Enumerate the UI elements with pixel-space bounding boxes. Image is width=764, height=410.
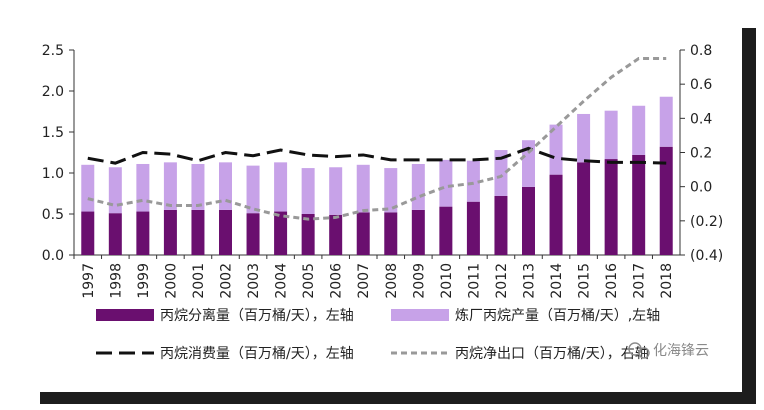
legend-label: 丙烷净出口（百万桶/天），右轴	[455, 346, 649, 362]
right-axis-tick-label: 0.2	[690, 146, 712, 162]
bar-refinery-propane	[411, 163, 425, 210]
line-propane-consumption	[87, 146, 667, 165]
x-axis-tick-label: 2014	[549, 263, 565, 299]
x-axis-tick-label: 2018	[659, 263, 675, 299]
x-axis-tick-label: 2001	[191, 263, 207, 299]
x-axis-tick-label: 2017	[632, 263, 648, 299]
left-axis-tick-label: 2.0	[42, 84, 64, 100]
x-axis-tick-label: 2005	[301, 263, 317, 299]
bar-propane-separation	[274, 211, 288, 255]
bar-refinery-propane	[81, 164, 95, 212]
bar-refinery-propane	[632, 105, 646, 155]
bar-propane-separation	[604, 159, 618, 255]
legend-label: 丙烷分离量（百万桶/天），左轴	[160, 307, 354, 324]
left-axis-tick-label: 2.5	[42, 43, 64, 59]
bar-propane-separation	[384, 212, 398, 255]
legend-swatch	[391, 309, 449, 321]
x-axis-tick-label: 2012	[494, 263, 510, 299]
bar-propane-separation	[108, 213, 122, 255]
bar-propane-separation	[81, 211, 95, 255]
bar-propane-separation	[246, 213, 260, 255]
x-axis-tick-label: 1999	[136, 263, 152, 299]
bar-refinery-propane	[604, 110, 618, 160]
bar-propane-separation	[632, 154, 646, 255]
chart: 0.0 0.5 1.0 1.5 2.0 2.5 (0.4) (0.2) 0.0 0.2 0.4 0.6…	[42, 43, 723, 362]
chart-card: 0.0 0.5 1.0 1.5 2.0 2.5 (0.4) (0.2) 0.0 0.2 0.4 0.6…	[26, 16, 742, 392]
bar-refinery-propane	[301, 168, 315, 214]
x-axis-tick-label: 2008	[384, 263, 400, 299]
bar-refinery-propane	[356, 164, 370, 213]
x-axis-tick-label: 2011	[466, 263, 482, 299]
x-axis-tick-label: 2000	[163, 263, 179, 299]
bar-propane-separation	[439, 206, 453, 255]
left-axis-tick-label: 1.0	[42, 166, 64, 182]
x-axis-tick-label: 2013	[522, 263, 538, 299]
x-axis-tick-label: 2004	[274, 263, 290, 299]
bar-refinery-propane	[136, 163, 150, 212]
bar-refinery-propane	[108, 167, 122, 214]
right-axis-tick-label: 0.8	[690, 43, 712, 59]
x-axis-tick-label: 1998	[108, 263, 124, 299]
watermark-text: 化海锋云	[653, 343, 709, 359]
bar-refinery-propane	[329, 167, 343, 215]
bar-refinery-propane	[439, 159, 453, 207]
bar-propane-separation	[549, 174, 563, 255]
bar-propane-separation	[329, 214, 343, 255]
x-axis-tick-label: 2003	[246, 263, 262, 299]
bar-propane-separation	[136, 211, 150, 255]
x-axis-tick-label: 2002	[219, 263, 235, 299]
bar-refinery-propane	[246, 165, 260, 214]
bar-refinery-propane	[522, 140, 535, 187]
bar-propane-separation	[219, 209, 232, 255]
bar-propane-separation	[659, 146, 673, 255]
right-axis-tick-label: 0.0	[690, 180, 712, 196]
bar-refinery-propane	[494, 150, 508, 196]
bar-propane-separation	[301, 214, 315, 255]
right-axis-tick-label: (0.4)	[690, 248, 723, 264]
left-axis-tick-label: 0.5	[42, 207, 64, 223]
bar-propane-separation	[494, 195, 508, 255]
wechat-icon	[628, 342, 650, 359]
bar-propane-separation	[191, 209, 205, 255]
x-axis-tick-label: 2015	[577, 263, 593, 299]
x-axis-tick-label: 2006	[329, 263, 345, 299]
right-axis-tick-label: 0.6	[690, 77, 712, 93]
right-axis-tick-label: (0.2)	[690, 214, 723, 230]
right-axis-tick-label: 0.4	[690, 111, 712, 127]
legend-label: 炼厂丙烷产量（百万桶/天）,左轴	[455, 308, 660, 324]
x-axis-tick-label: 2010	[439, 263, 455, 299]
bar-propane-separation	[356, 212, 370, 255]
bar-propane-separation	[522, 186, 535, 255]
bar-propane-separation	[163, 209, 177, 255]
legend-label: 丙烷消费量（百万桶/天），左轴	[160, 346, 354, 362]
bar-refinery-propane	[191, 163, 205, 210]
legend-swatch	[96, 309, 154, 321]
x-axis-tick-label: 2009	[411, 263, 427, 299]
legend: 丙烷分离量（百万桶/天），左轴 炼厂丙烷产量（百万桶/天）,左轴丙烷消费量（百万桶…	[96, 307, 660, 362]
bar-refinery-propane	[466, 160, 480, 202]
x-axis-tick-label: 2007	[356, 263, 372, 299]
left-axis-tick-label: 1.5	[42, 125, 64, 141]
watermark: 化海锋云	[628, 342, 709, 359]
bar-refinery-propane	[659, 96, 673, 147]
plot-area: 0.0 0.5 1.0 1.5 2.0 2.5 (0.4) (0.2) 0.0 0.2 0.4 0.6…	[42, 43, 723, 299]
line-propane-net-export	[87, 57, 667, 221]
x-axis-tick-label: 1997	[81, 263, 97, 299]
bar-refinery-propane	[219, 162, 232, 210]
bar-refinery-propane	[163, 162, 177, 210]
bar-refinery-propane	[384, 168, 398, 213]
bar-propane-separation	[411, 209, 425, 255]
bar-refinery-propane	[274, 162, 288, 212]
bar-refinery-propane	[577, 113, 591, 163]
bar-propane-separation	[466, 201, 480, 255]
left-axis-tick-label: 0.0	[42, 248, 64, 264]
x-axis-tick-label: 2016	[604, 263, 620, 299]
bar-refinery-propane	[549, 124, 563, 175]
bar-propane-separation	[577, 162, 591, 255]
